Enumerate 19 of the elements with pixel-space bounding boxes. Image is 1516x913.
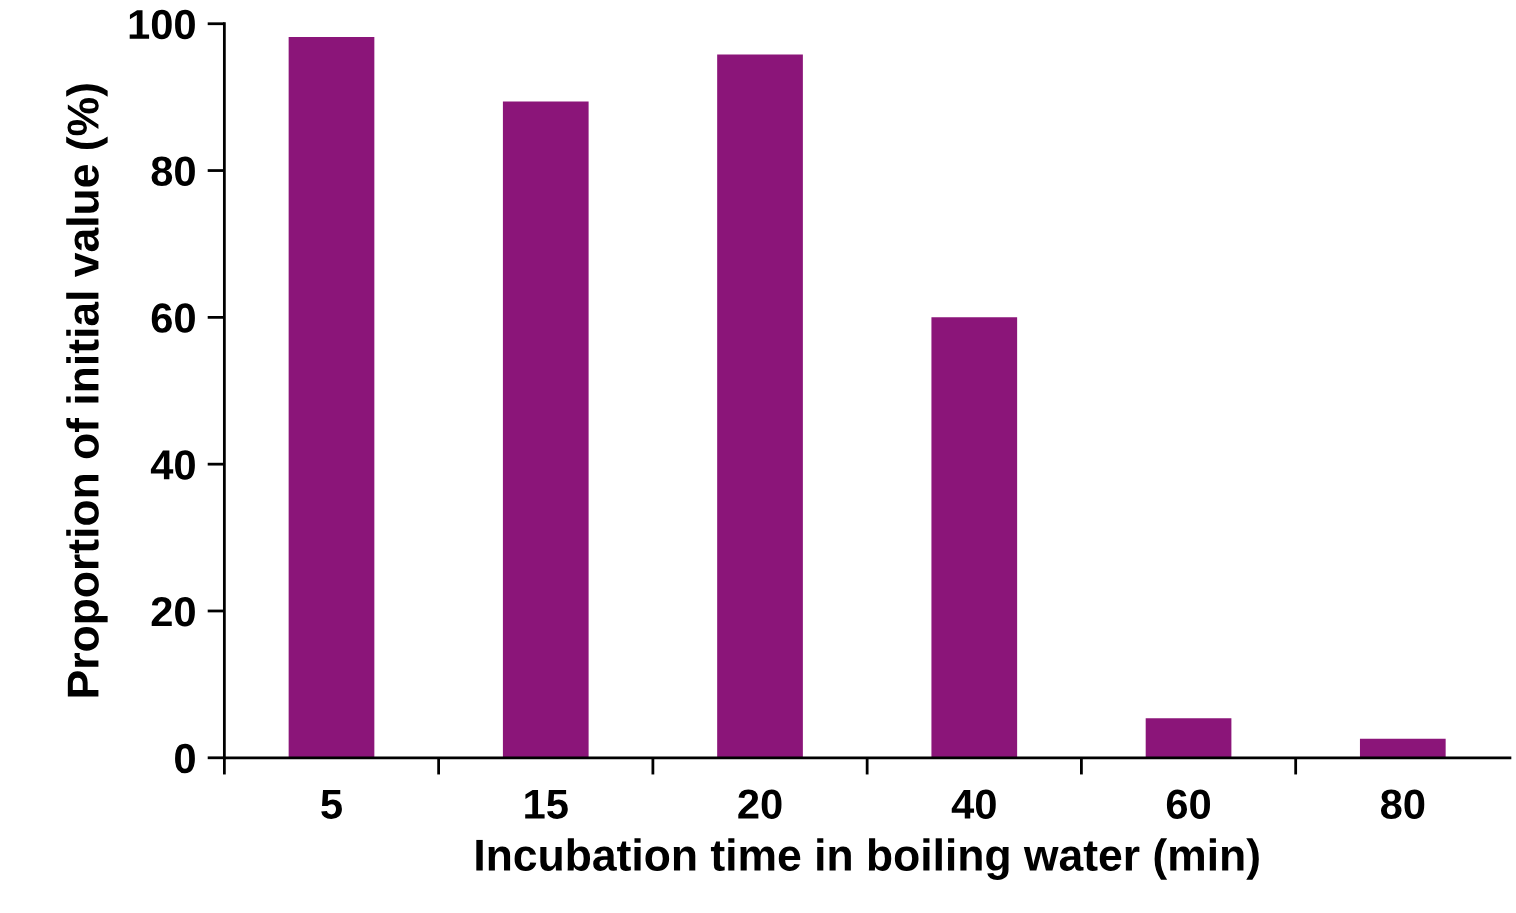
y-tick-label: 60 (151, 303, 195, 333)
x-tick-label: 5 (321, 789, 342, 819)
y-tick-label: 80 (151, 156, 195, 187)
bar (288, 36, 375, 758)
bar (1145, 718, 1232, 758)
y-tick-label: 100 (129, 9, 195, 40)
y-tick-label: 20 (151, 596, 195, 627)
y-tick-label: 40 (150, 450, 195, 480)
x-tick-label: 60 (1166, 789, 1211, 819)
x-tick-label: 40 (951, 789, 996, 819)
x-tick-label: 20 (738, 789, 782, 819)
bar (502, 101, 589, 758)
x-axis-title: Incubation time in boiling water (min) (476, 838, 1259, 880)
x-tick-label: 80 (1380, 789, 1425, 819)
bar (717, 54, 803, 758)
x-tick-label: 15 (525, 789, 568, 819)
y-axis-title: Proportion of initial value (%) (66, 84, 108, 697)
bar (931, 317, 1018, 758)
y-tick-label: 0 (175, 743, 195, 774)
